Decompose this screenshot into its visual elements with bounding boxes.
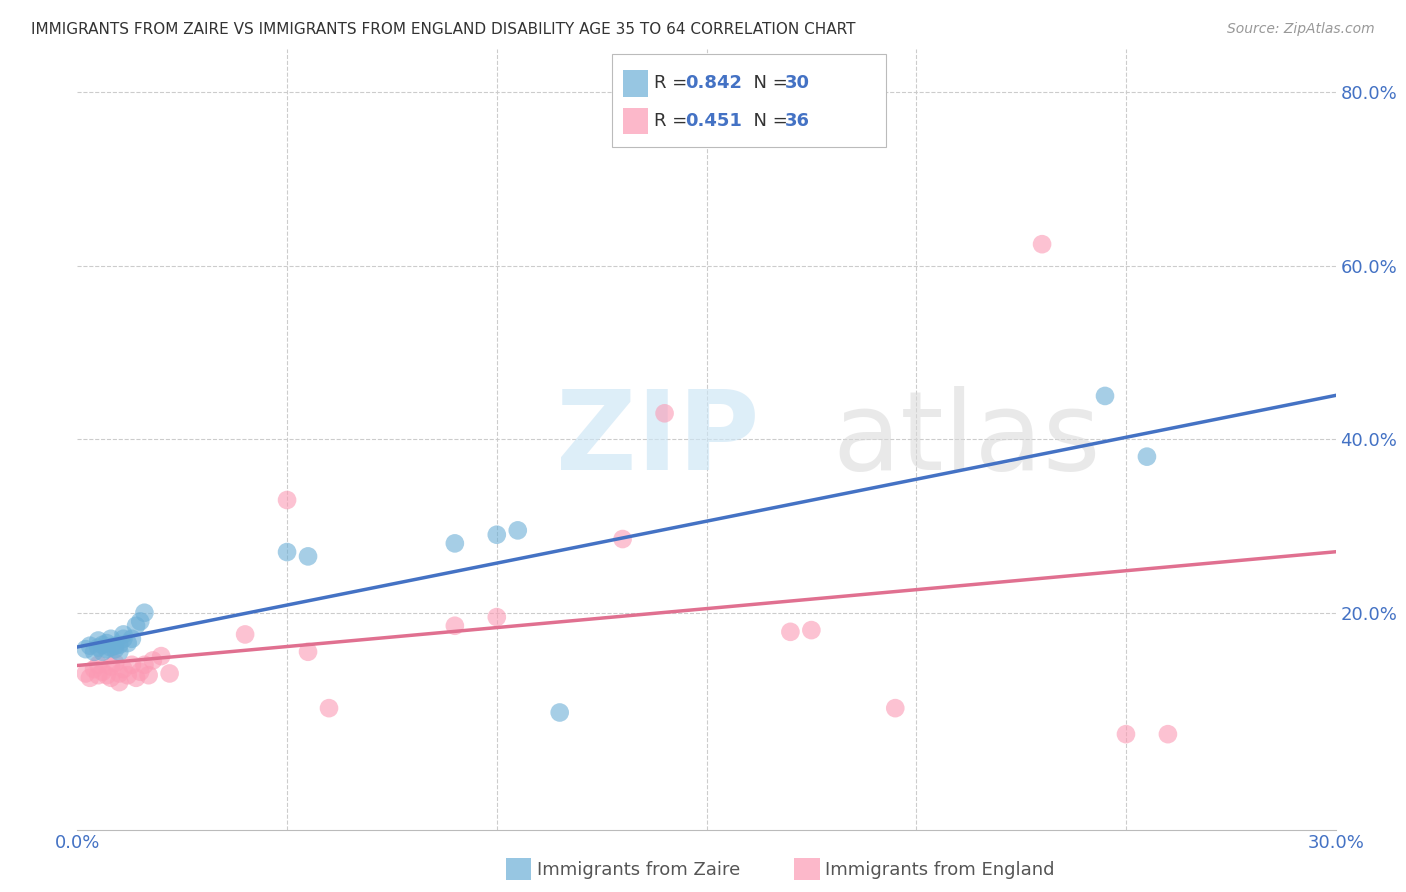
Text: N =: N =: [742, 112, 794, 130]
Point: [159, 666, 181, 681]
Text: R =: R =: [654, 75, 693, 93]
Point: [125, 671, 148, 685]
Point: [100, 671, 122, 685]
Point: [276, 545, 298, 559]
Point: [100, 632, 122, 646]
Point: [104, 639, 127, 653]
Point: [100, 659, 122, 673]
Point: [134, 657, 156, 672]
Point: [96, 668, 118, 682]
Point: [125, 619, 148, 633]
Point: [117, 636, 139, 650]
Point: [548, 706, 571, 720]
Point: [104, 642, 127, 657]
Point: [779, 624, 801, 639]
Point: [112, 632, 135, 646]
Point: [1157, 727, 1180, 741]
Point: [612, 532, 634, 546]
Point: [444, 619, 467, 633]
Point: [100, 640, 122, 655]
Text: Source: ZipAtlas.com: Source: ZipAtlas.com: [1227, 22, 1375, 37]
Text: 36: 36: [785, 112, 810, 130]
Point: [117, 668, 139, 682]
Point: [79, 671, 101, 685]
Text: Immigrants from England: Immigrants from England: [825, 861, 1054, 879]
Text: ZIP: ZIP: [555, 386, 759, 492]
Point: [485, 610, 508, 624]
Point: [1094, 389, 1116, 403]
Text: IMMIGRANTS FROM ZAIRE VS IMMIGRANTS FROM ENGLAND DISABILITY AGE 35 TO 64 CORRELA: IMMIGRANTS FROM ZAIRE VS IMMIGRANTS FROM…: [31, 22, 855, 37]
Text: N =: N =: [742, 75, 794, 93]
Point: [108, 645, 131, 659]
Point: [233, 627, 256, 641]
Point: [506, 524, 529, 538]
Text: 30: 30: [785, 75, 810, 93]
Point: [138, 668, 160, 682]
Point: [654, 406, 676, 420]
Point: [121, 657, 143, 672]
Point: [104, 656, 127, 670]
Point: [1031, 237, 1053, 252]
Point: [884, 701, 907, 715]
Point: [91, 665, 114, 679]
Point: [87, 633, 110, 648]
Point: [83, 662, 105, 676]
Point: [87, 640, 110, 655]
Point: [444, 536, 467, 550]
Point: [142, 653, 165, 667]
Point: [96, 636, 118, 650]
Point: [129, 665, 152, 679]
Text: 0.451: 0.451: [685, 112, 741, 130]
Point: [297, 645, 319, 659]
Text: R =: R =: [654, 112, 693, 130]
Point: [108, 666, 131, 681]
Point: [318, 701, 340, 715]
Point: [485, 527, 508, 541]
Point: [96, 642, 118, 657]
Point: [91, 645, 114, 659]
Point: [75, 642, 97, 657]
Text: atlas: atlas: [832, 386, 1101, 492]
Point: [276, 493, 298, 508]
Point: [1136, 450, 1159, 464]
Point: [87, 668, 110, 682]
Text: 0.842: 0.842: [685, 75, 742, 93]
Text: Immigrants from Zaire: Immigrants from Zaire: [537, 861, 741, 879]
Point: [75, 666, 97, 681]
Point: [1115, 727, 1137, 741]
Point: [79, 639, 101, 653]
Point: [91, 638, 114, 652]
Point: [150, 649, 173, 664]
Point: [112, 627, 135, 641]
Point: [108, 638, 131, 652]
Point: [87, 657, 110, 672]
Point: [297, 549, 319, 564]
Point: [121, 632, 143, 646]
Point: [134, 606, 156, 620]
Point: [83, 645, 105, 659]
Point: [108, 675, 131, 690]
Point: [112, 662, 135, 676]
Point: [800, 623, 823, 637]
Point: [129, 615, 152, 629]
